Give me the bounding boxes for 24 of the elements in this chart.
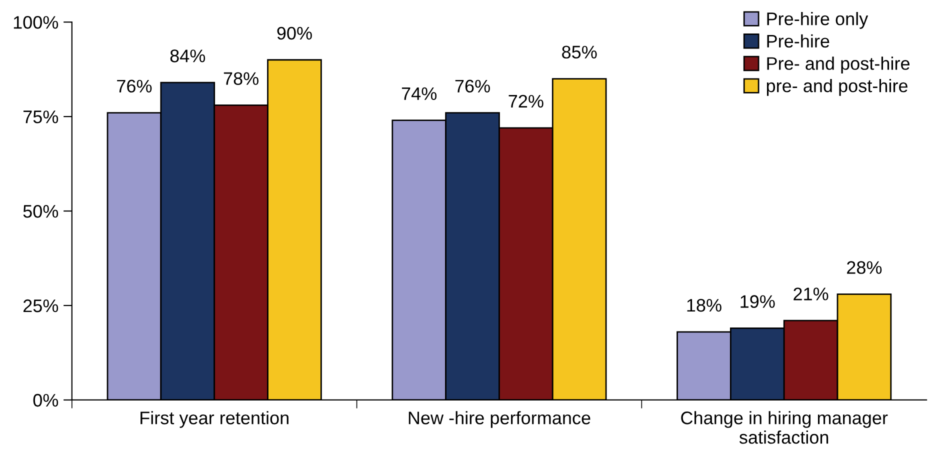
data-label: 90% [277,26,312,40]
y-tick-label: 75% [24,110,58,124]
data-label: 76% [455,80,490,93]
y-tick-label: 0% [33,394,58,407]
y-tick-label: 50% [23,204,58,218]
x-tick-label: New -hire performance [408,411,590,428]
legend-label: pre- and post-hire [766,79,908,96]
y-tick-label: 100% [14,16,58,29]
legend-label: Pre-hire [767,34,830,48]
data-label: 84% [170,50,206,62]
data-label: 74% [402,87,437,100]
legend-label: Pre-hire only [767,12,868,29]
data-label: 78% [224,72,258,85]
data-label: 18% [687,298,722,312]
data-label: 28% [847,261,882,274]
legend-label: Pre- and post-hire [767,56,910,74]
x-tick-label: Change in hiring manager satisfaction [681,411,888,444]
y-tick-label: 25% [23,299,58,312]
data-label: 72% [508,94,544,108]
data-label: 21% [794,288,828,300]
data-label: 85% [562,46,597,59]
data-label: 76% [117,80,152,93]
x-tick-label: First year retention [140,411,288,428]
data-label: 19% [740,295,775,308]
